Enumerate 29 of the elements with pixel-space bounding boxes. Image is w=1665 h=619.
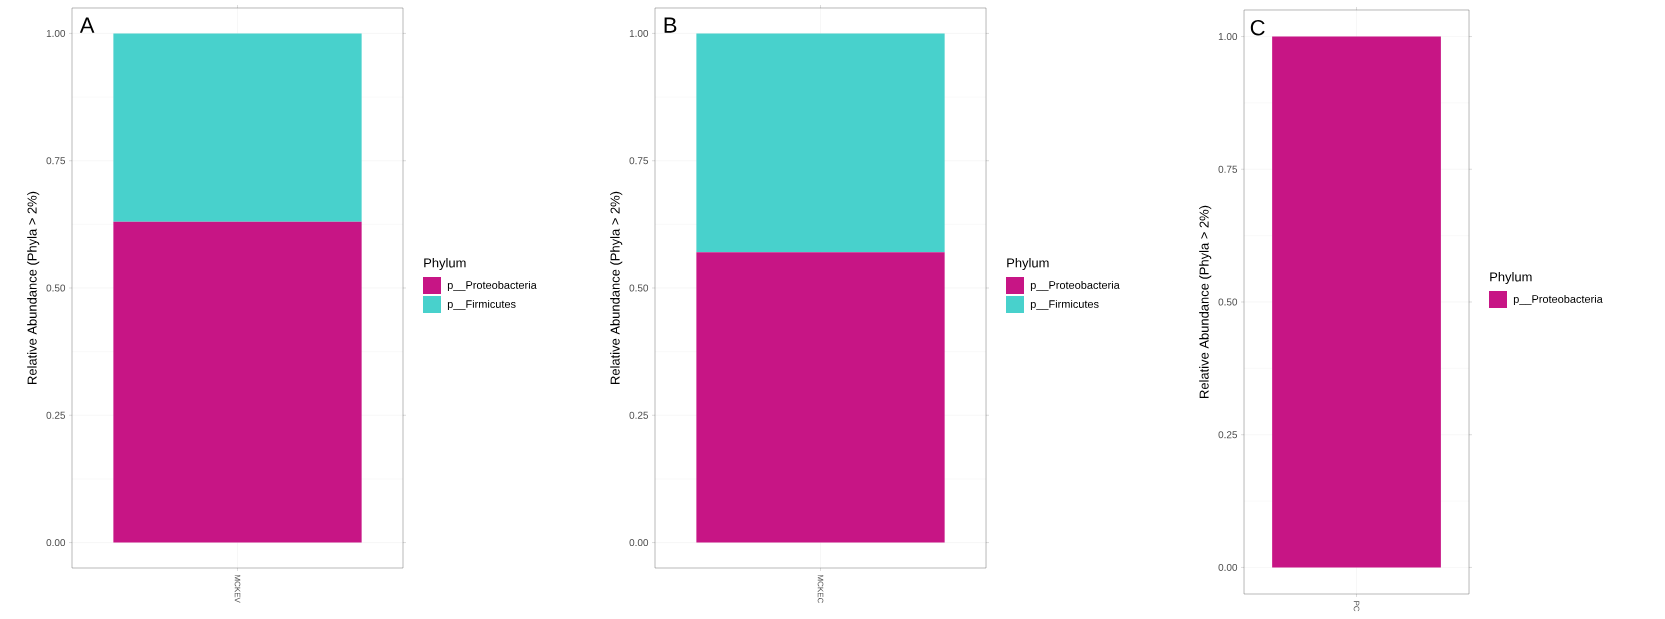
legend-label: p__Proteobacteria [447,280,537,292]
legend-label: p__Firmicutes [1030,299,1099,311]
y-tick-label: 1.00 [629,29,649,37]
y-axis-title: Relative Abundance (Phyla > 2%) [610,191,623,384]
legend-title: Phylum [1490,271,1532,285]
y-tick-label: 0.50 [46,284,66,292]
annotation: C [1250,19,1265,36]
annotation: A [79,17,95,33]
y-tick-label: 1.00 [46,29,66,37]
y-tick-label: 0.75 [1218,165,1238,173]
y-axis-title: Relative Abundance (Phyla > 2%) [1199,205,1212,398]
legend-label: p__Proteobacteria [1030,280,1120,292]
legend-title: Phylum [424,257,466,271]
y-tick-label: 0.25 [46,411,66,419]
y-tick-label: 1.00 [1218,33,1238,41]
y-tick-label: 0.25 [1218,431,1238,439]
y-tick-label: 0.75 [629,157,649,165]
annotation: B [664,17,677,33]
y-tick-label: 0.00 [46,539,66,547]
legend-title: Phylum [1007,257,1049,271]
y-tick-label: 0.50 [1218,298,1238,306]
y-axis-title: Relative Abundance (Phyla > 2%) [27,191,40,384]
y-tick-label: 0.50 [629,284,649,292]
legend-label: p__Firmicutes [447,299,516,311]
y-tick-label: 0.75 [46,157,66,165]
y-tick-label: 0.25 [629,411,649,419]
legend-label: p__Proteobacteria [1513,294,1603,306]
y-tick-label: 0.00 [1218,563,1238,571]
y-tick-label: 0.00 [629,539,649,547]
